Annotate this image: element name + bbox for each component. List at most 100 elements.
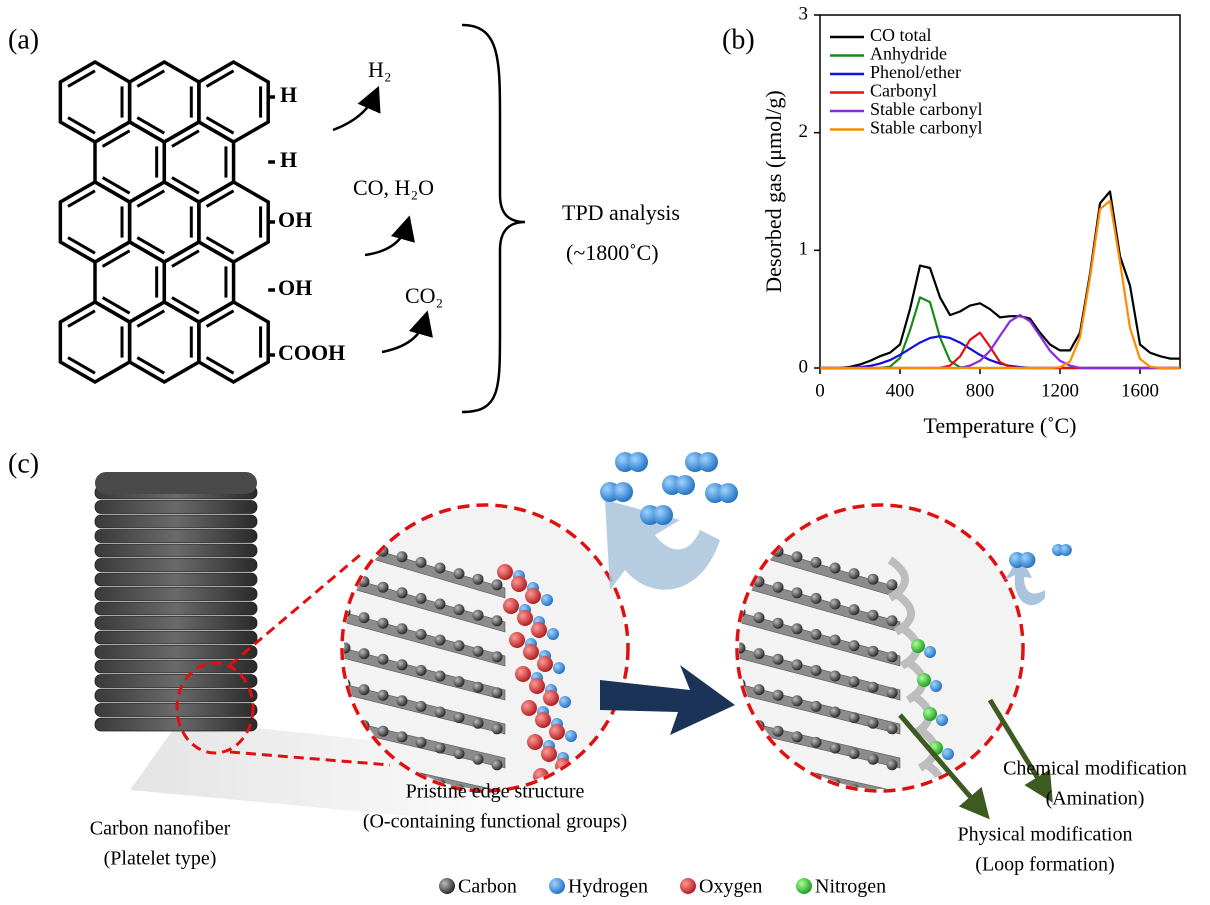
caption: (O-containing functional groups) <box>363 811 627 833</box>
platelet <box>95 602 257 615</box>
oxygen-atom <box>503 598 519 614</box>
oxygen-atom <box>527 734 543 750</box>
platelet <box>95 631 257 644</box>
hydrogen-atom <box>936 714 948 726</box>
carbon-atom <box>773 726 784 737</box>
hydrogen-atom <box>718 483 738 503</box>
carbon-atom <box>473 646 484 657</box>
carbon-atom <box>397 695 408 706</box>
oxygen-atom <box>531 622 547 638</box>
hydrogen-atom <box>698 452 718 472</box>
legend-label: CO total <box>870 25 932 45</box>
carbon-atom <box>473 682 484 693</box>
carbon-atom <box>849 604 860 615</box>
caption: Physical modification <box>958 824 1133 846</box>
carbon-atom <box>378 654 389 665</box>
carbon-atom <box>473 754 484 765</box>
carbon-atom <box>378 582 389 593</box>
carbon-atom <box>454 712 465 723</box>
carbon-atom <box>849 712 860 723</box>
carbon-atom <box>792 551 803 562</box>
carbon-atom <box>811 629 822 640</box>
carbon-atom <box>492 687 503 698</box>
oxygen-atom <box>497 564 513 580</box>
platelet <box>95 689 257 702</box>
carbon-atom <box>359 684 370 695</box>
oxygen-atom <box>535 712 551 728</box>
platelet <box>95 559 257 572</box>
carbon-atom <box>378 726 389 737</box>
carbon-atom <box>378 690 389 701</box>
legend-atom <box>796 878 812 894</box>
carbon-atom <box>435 599 446 610</box>
carbon-atom <box>773 618 784 629</box>
legend-label: Phenol/ether <box>870 62 961 82</box>
legend-label: Hydrogen <box>568 876 648 898</box>
x-tick-label: 1200 <box>1041 380 1079 401</box>
group-label: OH <box>278 207 312 232</box>
product-label: H₂ <box>368 57 392 82</box>
carbon-atom <box>830 671 841 682</box>
carbon-atom <box>868 574 879 585</box>
carbon-atom <box>754 684 765 695</box>
caption: Pristine edge structure <box>406 781 585 803</box>
carbon-atom <box>492 615 503 626</box>
x-tick-label: 400 <box>886 380 915 401</box>
carbon-atom <box>397 587 408 598</box>
analysis-label: TPD analysis <box>562 200 680 225</box>
platelet <box>95 544 257 557</box>
carbon-atom <box>868 718 879 729</box>
carbon-atom <box>830 563 841 574</box>
carbon-atom <box>397 623 408 634</box>
carbon-atom <box>887 723 898 734</box>
legend-label: Stable carbonyl <box>870 99 982 119</box>
carbon-atom <box>849 676 860 687</box>
carbon-atom <box>454 676 465 687</box>
carbon-atom <box>473 718 484 729</box>
hydrogen-atom <box>613 482 633 502</box>
hydrogen-atom <box>924 646 936 658</box>
hydrogen-atom <box>553 662 565 674</box>
legend-atom <box>549 878 565 894</box>
carbon-atom <box>492 759 503 770</box>
carbon-atom <box>792 731 803 742</box>
hydrogen-atom <box>628 452 648 472</box>
carbon-atom <box>492 723 503 734</box>
legend-label: Carbon <box>458 876 517 898</box>
carbon-atom <box>416 557 427 568</box>
carbon-atom <box>359 648 370 659</box>
hydrogen-atom <box>675 475 695 495</box>
caption: (Platelet type) <box>104 848 217 870</box>
y-tick-label: 1 <box>799 239 809 260</box>
carbon-atom <box>830 599 841 610</box>
carbon-atom <box>754 612 765 623</box>
carbon-atom <box>454 640 465 651</box>
carbon-atom <box>454 568 465 579</box>
carbon-atom <box>435 707 446 718</box>
caption: Carbon nanofiber <box>90 818 231 840</box>
platelet <box>95 573 257 586</box>
carbon-atom <box>887 615 898 626</box>
carbon-atom <box>811 665 822 676</box>
carbon-atom <box>887 759 898 770</box>
carbon-atom <box>435 563 446 574</box>
carbon-atom <box>378 618 389 629</box>
legend-label: Stable carbonyl <box>870 118 982 138</box>
hydrogen-atom <box>541 594 553 606</box>
oxygen-atom <box>543 690 559 706</box>
carbon-atom <box>754 648 765 659</box>
legend-label: Oxygen <box>699 876 762 898</box>
carbon-atom <box>811 701 822 712</box>
carbon-atom <box>792 695 803 706</box>
carbon-atom <box>773 654 784 665</box>
carbon-atom <box>811 737 822 748</box>
panel-label: (c) <box>8 448 39 479</box>
oxygen-atom <box>509 632 525 648</box>
carbon-atom <box>849 568 860 579</box>
carbon-atom <box>435 743 446 754</box>
carbon-atom <box>435 671 446 682</box>
carbon-atom <box>416 593 427 604</box>
carbon-atom <box>773 690 784 701</box>
panel-label: (b) <box>722 24 755 55</box>
hydrogen-atom <box>547 628 559 640</box>
